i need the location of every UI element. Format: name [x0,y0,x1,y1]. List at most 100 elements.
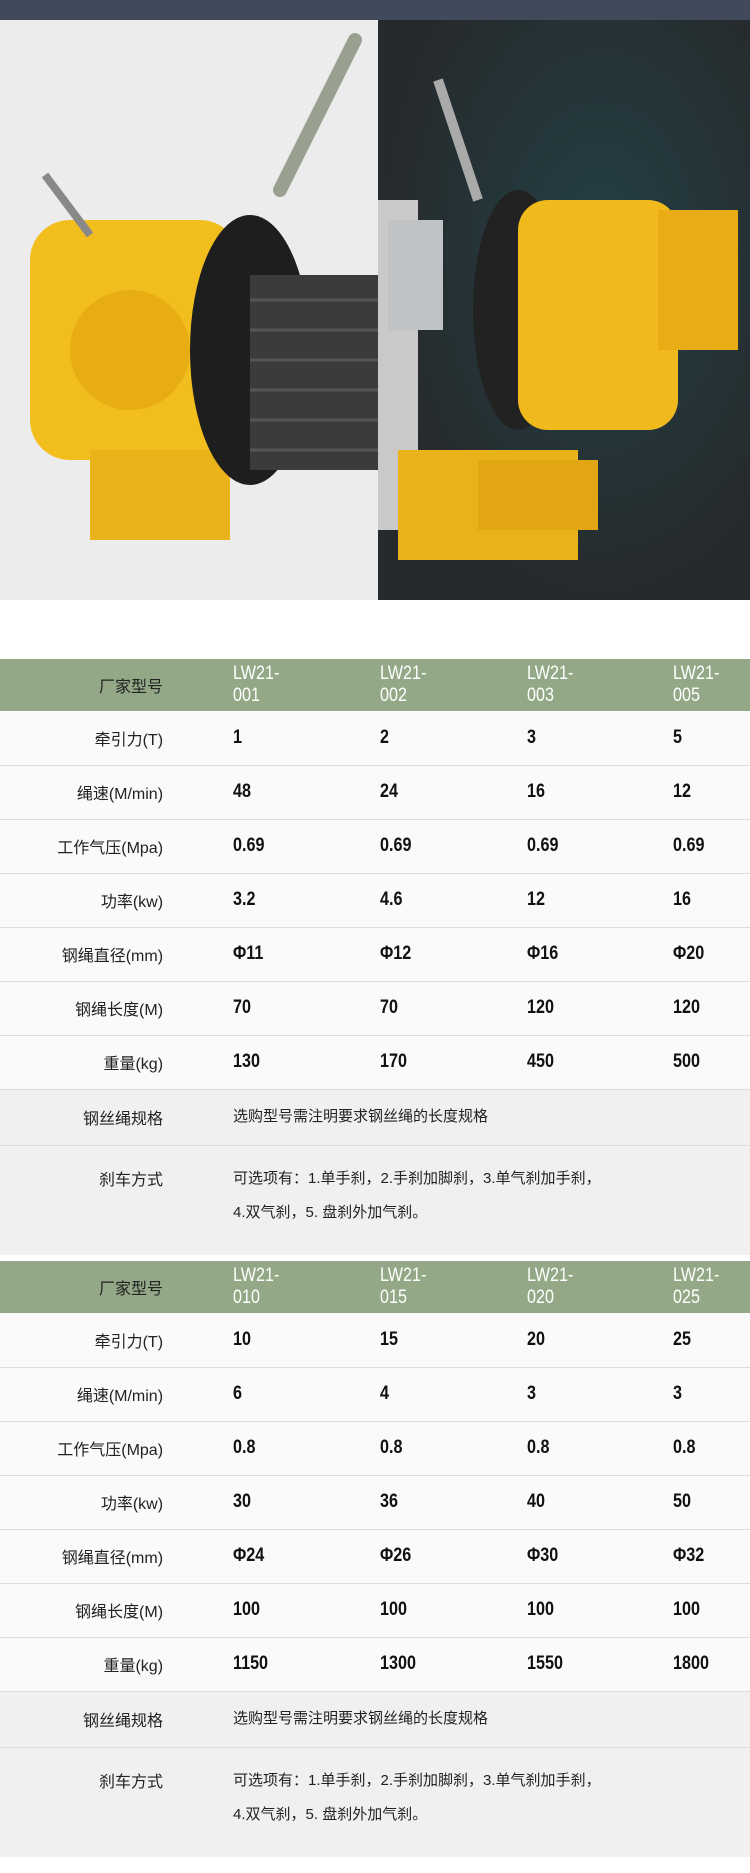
spec-value: 0.8 [309,1421,457,1476]
spec-value: 450 [456,1035,604,1090]
spec-value: 100 [309,1583,457,1638]
spec-value: 20 [456,1313,604,1368]
spec-value: 1800 [603,1637,750,1692]
spec-value: 16 [456,765,604,820]
spec-value: 40 [456,1475,604,1530]
rope-spec-text: 选购型号需注明要求钢丝绳的长度规格 [163,1089,750,1146]
model-name: LW21-002 [309,659,457,711]
spec-value: 0.69 [163,819,310,874]
spec-value: 1 [163,711,310,766]
spec-value: Φ11 [163,927,310,982]
row-label: 钢绳长度(M) [0,1583,164,1638]
model-name: LW21-010 [163,1261,310,1313]
brake-row: 刹车方式 可选项有：1.单手刹，2.手刹加脚刹，3.单气刹加手刹， 4.双气刹，5… [0,1747,750,1857]
spec-value: 0.69 [309,819,457,874]
row-label: 牵引力(T) [0,1313,164,1368]
row-label: 工作气压(Mpa) [0,819,164,874]
model-name: LW21-001 [163,659,310,711]
spec-value: 0.8 [456,1421,604,1476]
spec-value: 24 [309,765,457,820]
row-label: 钢丝绳规格 [0,1089,164,1146]
spec-row: 钢绳长度(M) 70 70 120 120 [0,981,750,1036]
spec-value: 3 [603,1367,750,1422]
rope-spec-row: 钢丝绳规格 选购型号需注明要求钢丝绳的长度规格 [0,1691,750,1748]
table-header-row: 厂家型号 LW21-010 LW21-015 LW21-020 LW21-025 [0,1261,750,1313]
row-label: 重量(kg) [0,1035,164,1090]
spec-value: 48 [163,765,310,820]
spec-row: 重量(kg) 1150 1300 1550 1800 [0,1637,750,1692]
spec-row: 牵引力(T) 10 15 20 25 [0,1313,750,1368]
brake-text: 可选项有：1.单手刹，2.手刹加脚刹，3.单气刹加手刹， 4.双气刹，5. 盘刹外… [163,1747,750,1857]
spec-value: Φ24 [163,1529,310,1584]
row-label: 绳速(M/min) [0,765,164,820]
spec-value: Φ30 [456,1529,604,1584]
top-bar [0,0,750,20]
spec-value: 70 [309,981,457,1036]
spec-value: 0.8 [163,1421,310,1476]
spec-value: 25 [603,1313,750,1368]
spec-value: 100 [456,1583,604,1638]
spec-value: 15 [309,1313,457,1368]
brake-row: 刹车方式 可选项有：1.单手刹，2.手刹加脚刹，3.单气刹加手刹， 4.双气刹，5… [0,1145,750,1255]
spec-table-1: 厂家型号 LW21-001 LW21-002 LW21-003 LW21-005… [0,659,750,1255]
brake-text: 可选项有：1.单手刹，2.手刹加脚刹，3.单气刹加手刹， 4.双气刹，5. 盘刹外… [163,1145,750,1255]
spec-table-2: 厂家型号 LW21-010 LW21-015 LW21-020 LW21-025… [0,1261,750,1857]
model-name: LW21-005 [603,659,750,711]
model-name: LW21-015 [309,1261,457,1313]
row-label: 刹车方式 [0,1747,164,1857]
spec-value: 170 [309,1035,457,1090]
spec-value: 4.6 [309,873,457,928]
rope-spec-text: 选购型号需注明要求钢丝绳的长度规格 [163,1691,750,1748]
spec-value: 5 [603,711,750,766]
spec-value: Φ16 [456,927,604,982]
spec-value: 1150 [163,1637,310,1692]
row-label: 重量(kg) [0,1637,164,1692]
spec-value: 0.69 [603,819,750,874]
row-label: 刹车方式 [0,1145,164,1255]
spec-value: 4 [309,1367,457,1422]
row-label: 钢绳直径(mm) [0,927,164,982]
spec-value: 500 [603,1035,750,1090]
spec-value: 12 [603,765,750,820]
spec-row: 工作气压(Mpa) 0.8 0.8 0.8 0.8 [0,1421,750,1476]
model-name: LW21-025 [603,1261,750,1313]
row-label: 工作气压(Mpa) [0,1421,164,1476]
spec-value: 0.69 [456,819,604,874]
spec-value: 2 [309,711,457,766]
spec-row: 钢绳直径(mm) Φ24 Φ26 Φ30 Φ32 [0,1529,750,1584]
spec-value: 100 [163,1583,310,1638]
spec-value: Φ32 [603,1529,750,1584]
spec-value: 130 [163,1035,310,1090]
spec-value: Φ26 [309,1529,457,1584]
spec-value: 100 [603,1583,750,1638]
spec-value: Φ20 [603,927,750,982]
spec-value: 50 [603,1475,750,1530]
spec-value: 0.8 [603,1421,750,1476]
row-label: 钢绳直径(mm) [0,1529,164,1584]
row-label: 功率(kw) [0,1475,164,1530]
winch-image-right [378,78,738,560]
row-label: 绳速(M/min) [0,1367,164,1422]
model-name: LW21-003 [456,659,604,711]
spec-row: 功率(kw) 30 36 40 50 [0,1475,750,1530]
spec-value: Φ12 [309,927,457,982]
row-label: 功率(kw) [0,873,164,928]
spec-value: 70 [163,981,310,1036]
spec-row: 功率(kw) 3.2 4.6 12 16 [0,873,750,928]
spec-row: 绳速(M/min) 48 24 16 12 [0,765,750,820]
header-label: 厂家型号 [0,659,164,711]
spec-value: 120 [456,981,604,1036]
spec-value: 3 [456,1367,604,1422]
spec-value: 1300 [309,1637,457,1692]
spec-row: 工作气压(Mpa) 0.69 0.69 0.69 0.69 [0,819,750,874]
spec-value: 3 [456,711,604,766]
winch-image-left [30,33,378,540]
product-photo-left [0,20,378,600]
spec-row: 钢绳直径(mm) Φ11 Φ12 Φ16 Φ20 [0,927,750,982]
spec-row: 重量(kg) 130 170 450 500 [0,1035,750,1090]
product-photo-right [378,20,750,600]
spec-value: 3.2 [163,873,310,928]
spec-row: 绳速(M/min) 6 4 3 3 [0,1367,750,1422]
spec-value: 36 [309,1475,457,1530]
spec-row: 钢绳长度(M) 100 100 100 100 [0,1583,750,1638]
